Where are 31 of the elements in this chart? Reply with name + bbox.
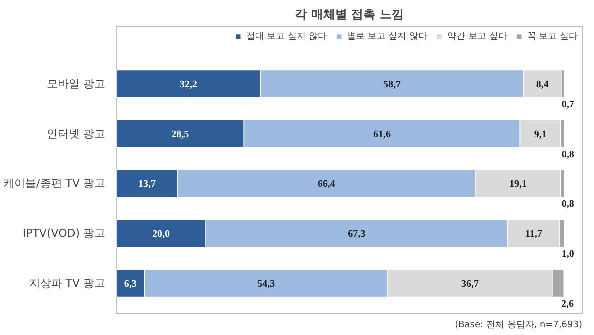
y-tick-label: 모바일 광고: [47, 77, 106, 90]
legend-label: 절대 보고 싶지 않다: [246, 31, 327, 43]
data-label: 2,6: [561, 299, 574, 310]
data-label: 20,0: [152, 229, 170, 240]
data-label: 1,0: [562, 249, 574, 260]
data-label: 13,7: [138, 179, 156, 190]
legend-label: 별로 보고 싶지 않다: [346, 31, 428, 43]
y-tick-label: 지상파 TV 광고: [29, 277, 106, 290]
y-tick-label: 인터넷 광고: [47, 127, 106, 140]
chart-title: 각 매체별 접촉 느낌: [295, 8, 404, 22]
data-label: 67,3: [348, 229, 366, 240]
data-label: 32,2: [180, 79, 198, 90]
data-label: 9,1: [534, 129, 547, 140]
data-label: 28,5: [172, 129, 190, 140]
y-tick-label: 케이블/종편 TV 광고: [4, 177, 106, 190]
legend-label: 약간 보고 싶다: [448, 31, 508, 43]
legend-label: 꼭 보고 싶다: [527, 31, 578, 43]
data-label: 0,8: [562, 199, 574, 210]
data-label: 54,3: [258, 279, 276, 290]
data-label: 11,7: [525, 229, 542, 240]
data-label: 19,1: [509, 179, 527, 190]
text: (Base: 전체 응답자, n=7,693): [455, 320, 583, 330]
data-label: 6,3: [124, 279, 137, 290]
data-label: 0,7: [562, 99, 574, 110]
y-tick-label: IPTV(VOD) 광고: [22, 227, 106, 240]
data-label: 58,7: [384, 79, 402, 90]
data-label: 61,6: [373, 129, 391, 140]
data-label: 66,4: [318, 179, 336, 190]
data-label: 8,4: [536, 79, 549, 90]
data-label: 0,8: [562, 149, 574, 160]
data-label: 36,7: [462, 279, 480, 290]
